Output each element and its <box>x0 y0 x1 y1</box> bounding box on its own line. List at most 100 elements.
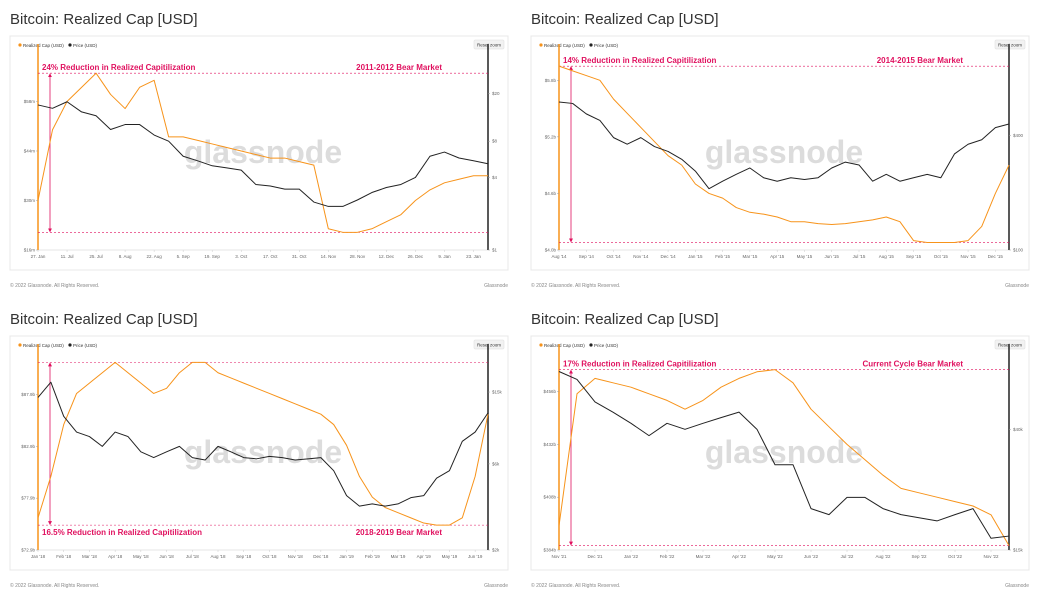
y2-tick-label: $400 <box>1013 133 1024 138</box>
chart-panel: Bitcoin: Realized Cap [USD] Realized Cap … <box>530 311 1030 589</box>
x-tick-label: 22. Aug <box>146 254 162 259</box>
legend-swatch <box>539 43 543 47</box>
x-tick-label: Nov '14 <box>633 254 649 259</box>
series-line <box>558 101 1010 190</box>
x-tick-label: Mar '15 <box>742 254 757 259</box>
x-tick-label: 31. Oct <box>292 254 307 259</box>
x-tick-label: May '19 <box>442 554 458 559</box>
y2-tick-label: $40k <box>1013 427 1024 432</box>
x-tick-label: Oct '14 <box>606 254 621 259</box>
footer-copyright: © 2022 Glassnode. All Rights Reserved. <box>531 282 620 289</box>
x-tick-label: Apr '18 <box>108 554 123 559</box>
chart-frame <box>9 335 509 571</box>
y2-tick-label: $1 <box>492 248 498 253</box>
series-line <box>558 65 1010 243</box>
series-line <box>37 361 489 526</box>
footer-source: Glassnode <box>1005 583 1029 589</box>
x-tick-label: May '15 <box>797 254 813 259</box>
legend-swatch <box>589 43 593 47</box>
x-tick-label: Sep '14 <box>579 254 595 259</box>
annotation: 2018-2019 Bear Market <box>356 528 443 537</box>
reset-zoom-label[interactable]: Reset zoom <box>998 43 1022 48</box>
legend-label: Price (USD) <box>73 343 98 348</box>
x-tick-label: 5. Sep <box>177 254 191 259</box>
x-tick-label: 11. Jul <box>61 254 74 259</box>
x-tick-label: Nov '22 <box>983 554 999 559</box>
y2-tick-label: $2k <box>492 548 500 553</box>
y2-tick-label: $4 <box>492 175 498 180</box>
x-tick-label: Mar '22 <box>696 554 711 559</box>
y-tick-label: $87.9b <box>21 392 35 397</box>
reset-zoom-label[interactable]: Reset zoom <box>998 343 1022 348</box>
y-tick-label: $16m <box>24 248 36 253</box>
legend-label: Price (USD) <box>594 43 619 48</box>
watermark: glassnode <box>184 434 342 470</box>
reset-zoom-label[interactable]: Reset zoom <box>477 343 501 348</box>
reset-zoom-button[interactable] <box>994 39 1026 50</box>
series-line <box>37 101 489 207</box>
x-tick-label: 28. Nov <box>350 254 366 259</box>
chart-frame <box>9 35 509 271</box>
footer-source: Glassnode <box>484 583 508 589</box>
x-tick-label: Aug '22 <box>875 554 891 559</box>
series-line <box>37 72 488 233</box>
legend-swatch <box>589 343 593 347</box>
x-tick-label: Dec '14 <box>661 254 677 259</box>
y-tick-label: $77.9b <box>21 496 35 501</box>
y-tick-label: $5.8b <box>545 78 557 83</box>
x-tick-label: Oct '18 <box>262 554 277 559</box>
annotation: 14% Reduction in Realized Capitilization <box>563 56 716 65</box>
legend-label: Price (USD) <box>73 43 98 48</box>
x-tick-label: 12. Dec <box>379 254 395 259</box>
y-tick-label: $4.0b <box>545 248 557 253</box>
annotation: 2014-2015 Bear Market <box>877 56 964 65</box>
x-tick-label: 14. Nov <box>321 254 337 259</box>
y-tick-label: $30m <box>24 198 36 203</box>
x-tick-label: Aug '14 <box>551 254 567 259</box>
y-tick-label: $58m <box>24 99 36 104</box>
reset-zoom-button[interactable] <box>473 39 505 50</box>
x-tick-label: Feb '15 <box>715 254 730 259</box>
x-tick-label: May '22 <box>767 554 783 559</box>
y-tick-label: $4.6b <box>545 191 557 196</box>
y-tick-label: $44m <box>24 149 36 154</box>
x-tick-label: May '18 <box>133 554 149 559</box>
x-tick-label: Dec '18 <box>313 554 329 559</box>
x-tick-label: Jul '15 <box>853 254 866 259</box>
x-tick-label: Aug '15 <box>879 254 895 259</box>
x-tick-label: Aug '18 <box>210 554 226 559</box>
reset-zoom-button[interactable] <box>473 339 505 350</box>
chart-panel: Bitcoin: Realized Cap [USD] Realized Cap … <box>9 311 509 589</box>
series-line <box>37 381 489 507</box>
x-tick-label: 19. Sep <box>204 254 220 259</box>
x-tick-label: 9. Jan <box>438 254 451 259</box>
chart-frame <box>530 335 1030 571</box>
legend-label: Realized Cap (USD) <box>544 343 585 348</box>
chart-panel: Bitcoin: Realized Cap [USD] Realized Cap … <box>9 11 509 289</box>
x-tick-label: Feb '22 <box>660 554 675 559</box>
x-tick-label: Oct '22 <box>948 554 963 559</box>
legend-swatch <box>18 343 22 347</box>
x-tick-label: 3. Oct <box>235 254 248 259</box>
legend-swatch <box>18 43 22 47</box>
annotation: Current Cycle Bear Market <box>863 360 964 369</box>
x-tick-label: Feb '19 <box>365 554 380 559</box>
x-tick-label: Mar '18 <box>82 554 97 559</box>
y-tick-label: $408b <box>543 495 556 500</box>
chart-title: Bitcoin: Realized Cap [USD] <box>531 311 719 328</box>
x-tick-label: Sep '15 <box>906 254 922 259</box>
footer-copyright: © 2022 Glassnode. All Rights Reserved. <box>531 582 620 589</box>
y-tick-label: $82.9b <box>21 444 35 449</box>
chart-frame <box>530 35 1030 271</box>
reset-zoom-label[interactable]: Reset zoom <box>477 43 501 48</box>
annotation: 2011-2012 Bear Market <box>356 63 442 72</box>
x-tick-label: Jun '19 <box>468 554 483 559</box>
reset-zoom-button[interactable] <box>994 339 1026 350</box>
legend-swatch <box>539 343 543 347</box>
annotation: 24% Reduction in Realized Capitilization <box>42 63 195 72</box>
x-tick-label: 23. Jan <box>466 254 481 259</box>
x-tick-label: Apr '15 <box>770 254 785 259</box>
chart-title: Bitcoin: Realized Cap [USD] <box>531 11 719 28</box>
x-tick-label: Oct '15 <box>934 254 949 259</box>
x-tick-label: Sep '18 <box>236 554 252 559</box>
